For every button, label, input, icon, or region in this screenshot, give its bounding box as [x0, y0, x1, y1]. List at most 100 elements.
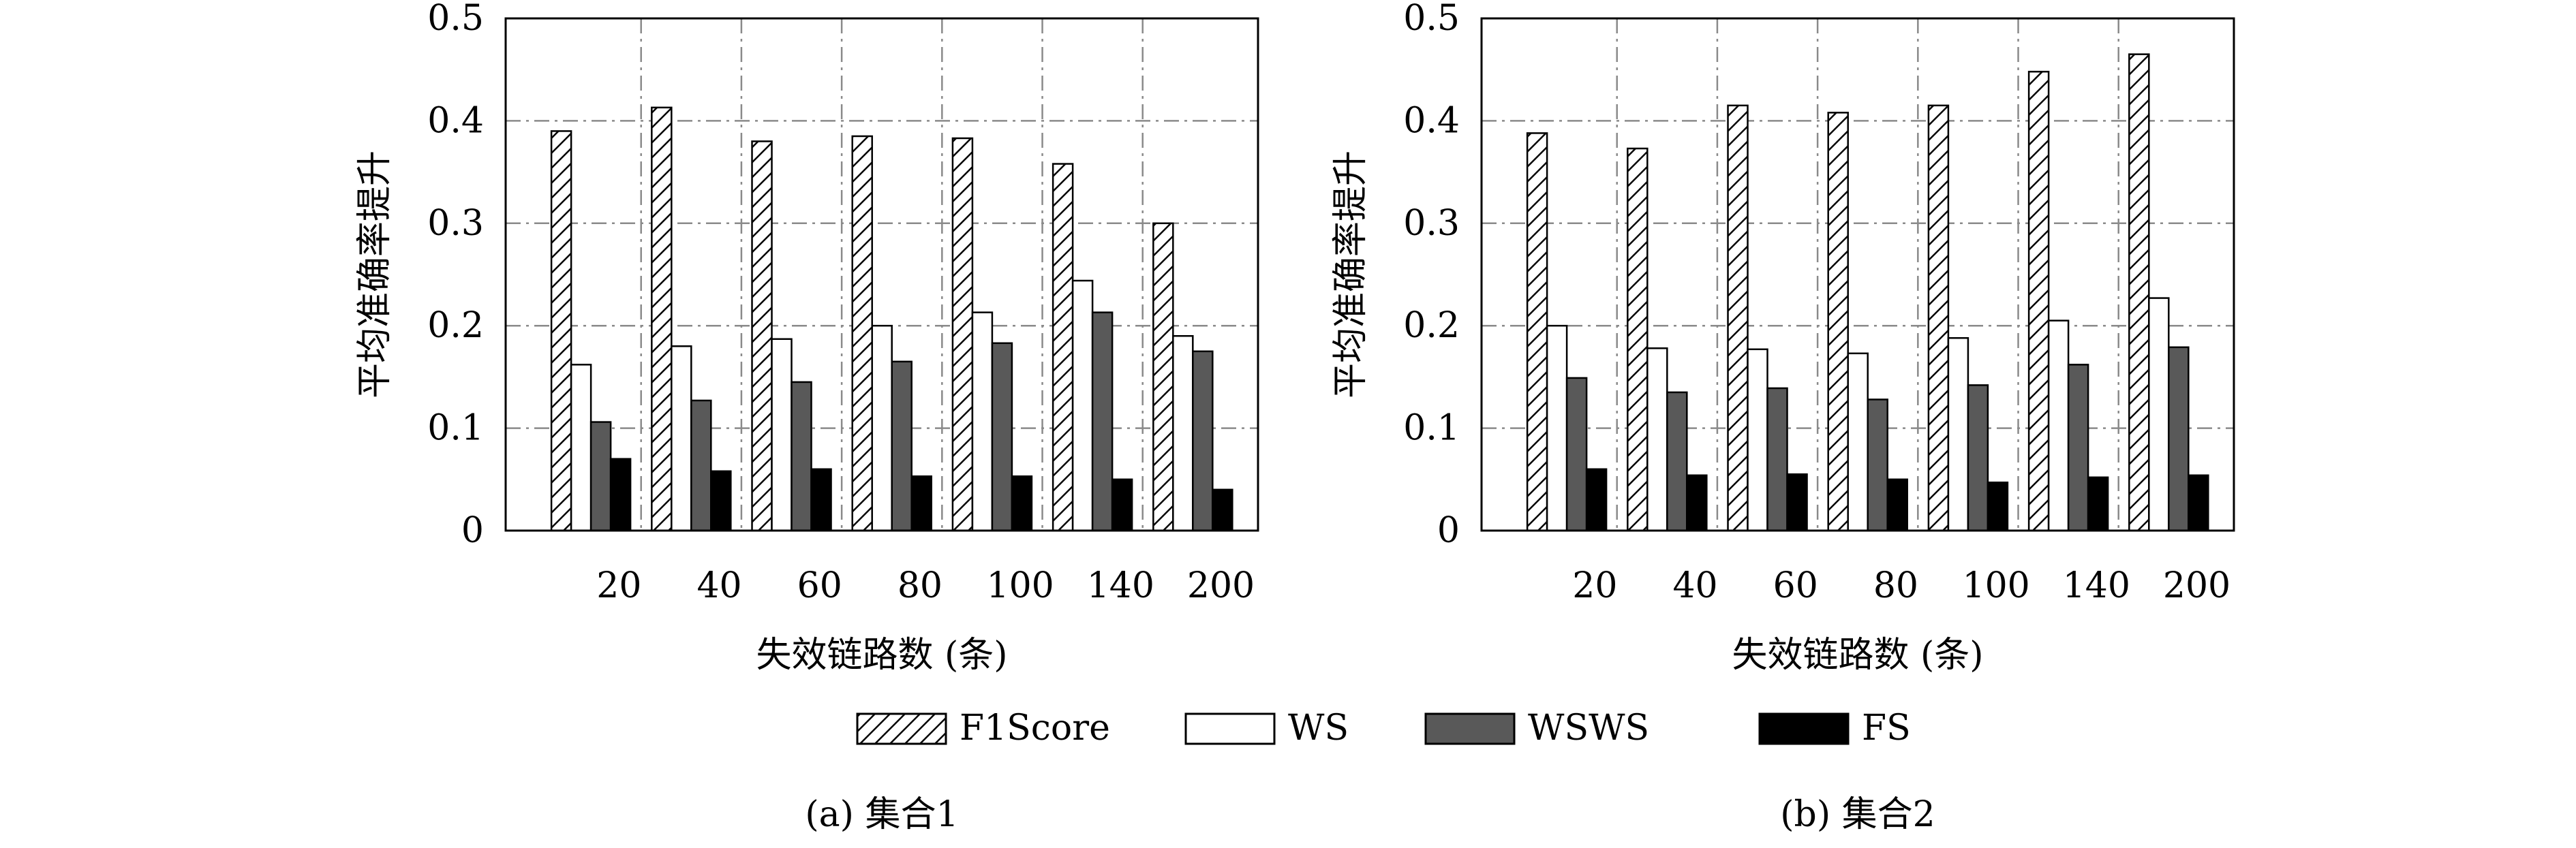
legend-swatch: [856, 712, 947, 745]
y-tick-label: 0.3: [427, 203, 484, 244]
bar-wsws: [1666, 391, 1688, 532]
bar-wsws: [690, 399, 712, 532]
bar-ws: [570, 364, 592, 532]
x-tick-label: 200: [1187, 565, 1255, 606]
chart-panel-a: 0 0.1 0.2 0.3 0.4 0.5 20 40 60 80 100 140 200 失效链路数…: [354, 0, 1259, 835]
legend-label: WS: [1288, 708, 1349, 749]
bar-fs: [2087, 476, 2109, 532]
bar-fs: [1585, 468, 1608, 532]
x-tick-label: 40: [1672, 565, 1717, 606]
x-tick-label: 40: [696, 565, 741, 606]
bar-f1score: [651, 106, 673, 532]
bar-ws: [1071, 279, 1094, 532]
legend-swatch: [1424, 712, 1516, 745]
legend-label: FS: [1862, 708, 1911, 749]
bar-ws: [1546, 324, 1568, 532]
x-tick-label: 60: [1773, 565, 1818, 606]
bar-wsws: [1867, 398, 1888, 532]
legend-label: F1Score: [960, 708, 1110, 749]
x-tick-label: 100: [987, 565, 1054, 606]
bar-f1score: [1627, 147, 1649, 532]
y-tick-label: 0.1: [1403, 408, 1460, 449]
x-tick-label: 200: [2163, 565, 2230, 606]
bar-ws: [1172, 334, 1194, 532]
bar-fs: [2188, 474, 2209, 532]
legend-swatch: [1184, 712, 1276, 745]
legend: F1Score WS WSWS FS: [856, 708, 1911, 749]
bar-fs: [1212, 488, 1233, 532]
bar-f1score: [1052, 163, 1074, 532]
chart-panel-b: 0 0.1 0.2 0.3 0.4 0.5 20 40 60 80 100 140 200 失效链路数…: [1330, 0, 2235, 835]
bar-fs: [1786, 473, 1808, 532]
bar-wsws: [1091, 311, 1114, 532]
x-axis-label: 失效链路数 (条): [756, 635, 1007, 676]
x-tick-label: 140: [2063, 565, 2130, 606]
legend-swatch: [1758, 712, 1850, 745]
bar-wsws: [1766, 387, 1788, 532]
bar-ws: [871, 324, 893, 532]
bar-f1score: [851, 135, 873, 532]
legend-label: WSWS: [1528, 708, 1649, 749]
bar-wsws: [1967, 384, 1989, 532]
bar-fs: [810, 468, 832, 532]
x-tick-label: 100: [1963, 565, 2030, 606]
y-tick-label: 0: [1437, 510, 1460, 551]
bar-fs: [1886, 478, 1908, 532]
bar-f1score: [1827, 112, 1849, 532]
bar-fs: [910, 475, 932, 532]
bar-fs: [1011, 475, 1033, 532]
panel-caption: (b) 集合2: [1780, 794, 1935, 835]
bar-f1score: [1927, 104, 1950, 532]
bar-wsws: [1565, 377, 1588, 532]
bar-fs: [710, 470, 732, 532]
bar-ws: [1747, 348, 1768, 532]
bar-fs: [1111, 478, 1133, 532]
bar-f1score: [1727, 104, 1749, 532]
legend-item-fs: FS: [1758, 708, 1911, 749]
bar-wsws: [589, 421, 612, 532]
legend-item-wsws: WSWS: [1424, 708, 1649, 749]
bar-wsws: [791, 381, 812, 532]
bar-wsws: [991, 342, 1013, 532]
x-tick-label: 80: [1873, 565, 1918, 606]
bar-wsws: [2168, 346, 2190, 532]
x-tick-label: 60: [797, 565, 842, 606]
plot-frame: [1480, 17, 2235, 532]
bar-ws: [671, 345, 692, 532]
bar-ws: [1947, 336, 1969, 532]
legend-item-ws: WS: [1184, 708, 1349, 749]
bar-ws: [971, 311, 994, 532]
x-tick-label: 140: [1087, 565, 1154, 606]
bar-wsws: [2067, 364, 2089, 532]
y-tick-label: 0.4: [1403, 100, 1460, 141]
bar-ws: [1847, 352, 1869, 532]
y-tick-label: 0.2: [1403, 305, 1460, 346]
y-tick-label: 0: [461, 510, 484, 551]
bar-ws: [2047, 319, 2070, 532]
y-axis-label: 平均准确率提升: [354, 151, 395, 398]
bar-f1score: [1152, 222, 1174, 532]
plot-frame: [504, 17, 1259, 532]
y-tick-label: 0.2: [427, 305, 484, 346]
y-tick-label: 0.4: [427, 100, 484, 141]
x-tick-label: 80: [898, 565, 942, 606]
y-tick-label: 0.5: [427, 0, 484, 39]
bar-f1score: [751, 140, 773, 532]
bar-ws: [2148, 297, 2170, 532]
x-axis-label: 失效链路数 (条): [1732, 635, 1983, 676]
bar-fs: [1686, 474, 1708, 532]
legend-item-f1score: F1Score: [856, 708, 1110, 749]
bar-f1score: [951, 137, 974, 532]
x-tick-label: 20: [596, 565, 641, 606]
bar-f1score: [2128, 53, 2150, 532]
bar-f1score: [2027, 70, 2050, 532]
bar-ws: [771, 338, 793, 532]
bar-fs: [609, 458, 632, 532]
bar-ws: [1646, 347, 1668, 532]
bar-wsws: [891, 360, 913, 532]
bar-fs: [1987, 482, 2009, 532]
y-tick-label: 0.5: [1403, 0, 1460, 39]
bar-f1score: [550, 130, 572, 532]
y-tick-label: 0.3: [1403, 203, 1460, 244]
